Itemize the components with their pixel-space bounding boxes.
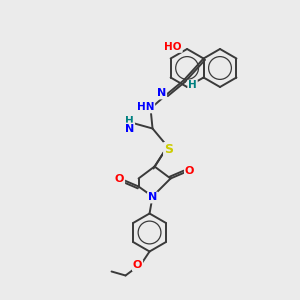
Text: N: N [148, 193, 157, 202]
Text: HN: HN [137, 103, 154, 112]
Text: O: O [185, 167, 194, 176]
Text: S: S [164, 143, 173, 156]
Text: O: O [115, 175, 124, 184]
Text: N: N [157, 88, 166, 98]
Text: H: H [125, 116, 134, 127]
Text: N: N [125, 124, 134, 134]
Text: HO: HO [164, 42, 182, 52]
Text: H: H [188, 80, 197, 91]
Text: O: O [133, 260, 142, 271]
